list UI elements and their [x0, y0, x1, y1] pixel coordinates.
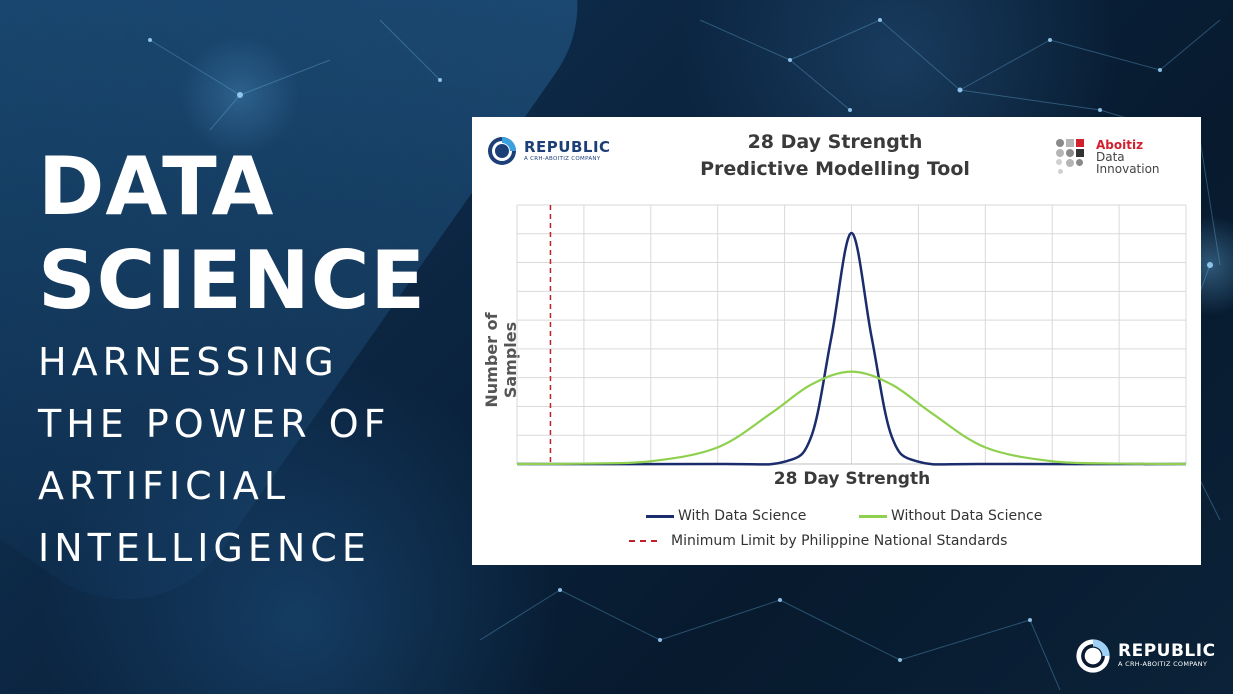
series-group	[516, 231, 1187, 466]
series-line-with-data-science	[516, 231, 1187, 466]
aboitiz-logo: Aboitiz Data Innovation	[1054, 137, 1160, 177]
aboitiz-logo-line-3: Innovation	[1096, 162, 1160, 176]
legend-label-with-ds: With Data Science	[678, 508, 807, 524]
republic-logo-tagline: A CRH-ABOITIZ COMPANY	[524, 156, 601, 162]
aboitiz-logo-line-1: Aboitiz	[1096, 138, 1144, 152]
legend-swatch-limit	[629, 540, 657, 542]
chart-title-line-2: Predictive Modelling Tool	[700, 158, 970, 180]
chart-panel: REPUBLIC A CRH-ABOITIZ COMPANY 28 Day St…	[472, 117, 1201, 565]
corner-logo-tagline: A CRH-ABOITIZ COMPANY	[1118, 660, 1208, 668]
chart-title: 28 Day Strength Predictive Modelling Too…	[672, 129, 998, 183]
legend-item-without-ds: Without Data Science	[859, 508, 1042, 524]
subtitle-line-2: THE POWER OF	[38, 402, 391, 446]
subtitle-line-1: HARNESSING	[38, 340, 339, 384]
republic-logo-name: REPUBLIC	[524, 138, 611, 156]
chart-title-line-1: 28 Day Strength	[747, 131, 923, 153]
corner-republic-emblem-icon	[1076, 639, 1110, 673]
corner-logo-name: REPUBLIC	[1118, 641, 1216, 661]
legend-item-with-ds: With Data Science	[646, 508, 806, 524]
chart-grid	[516, 204, 1187, 465]
legend-swatch-with-ds	[646, 514, 674, 518]
aboitiz-logo-line-2: Data	[1096, 150, 1125, 164]
headline-data: DATA	[38, 140, 275, 233]
legend-label-limit: Minimum Limit by Philippine National Sta…	[671, 533, 1008, 549]
headline-science: SCIENCE	[38, 234, 427, 327]
legend-item-limit: Minimum Limit by Philippine National Sta…	[629, 533, 1007, 549]
x-axis-label: 28 Day Strength	[773, 469, 931, 489]
aboitiz-dots-icon	[1056, 139, 1084, 174]
legend-label-without-ds: Without Data Science	[891, 508, 1043, 524]
corner-republic-logo: REPUBLIC A CRH-ABOITIZ COMPANY	[1074, 637, 1216, 675]
chart-plot	[516, 204, 1187, 466]
series-line-without-data-science	[516, 370, 1187, 466]
subtitle-line-4: INTELLIGENCE	[38, 526, 371, 570]
legend-swatch-without-ds	[859, 514, 887, 518]
headline-block: DATA SCIENCE HARNESSING THE POWER OF ART…	[38, 140, 426, 576]
republic-logo: REPUBLIC A CRH-ABOITIZ COMPANY	[486, 135, 611, 167]
republic-emblem-icon	[488, 137, 516, 165]
subtitle-line-3: ARTIFICIAL	[38, 464, 291, 508]
